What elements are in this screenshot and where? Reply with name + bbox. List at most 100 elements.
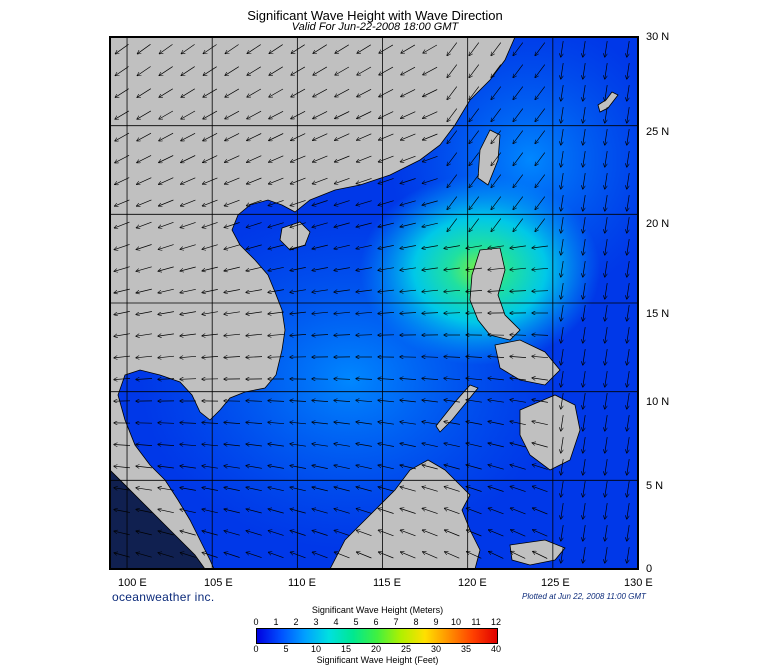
wave-direction-arrow <box>469 196 480 210</box>
wave-direction-arrow <box>533 486 548 493</box>
wave-direction-arrow <box>202 444 219 446</box>
wave-direction-arrow <box>627 85 630 101</box>
meter-tick-label: 4 <box>333 617 339 627</box>
wave-direction-arrow <box>137 132 152 141</box>
wave-direction-arrow <box>202 488 218 491</box>
wave-direction-arrow <box>627 327 630 343</box>
wave-direction-arrow <box>137 199 152 206</box>
wave-direction-arrow <box>378 290 394 292</box>
wave-direction-arrow <box>400 178 416 184</box>
wave-direction-arrow <box>583 393 586 409</box>
wave-direction-arrow <box>291 552 306 559</box>
wave-direction-arrow <box>605 459 608 475</box>
wave-direction-arrow <box>444 290 461 291</box>
wave-direction-arrow <box>400 245 416 249</box>
wave-direction-arrow <box>447 86 458 100</box>
wave-direction-arrow <box>447 108 458 122</box>
meter-tick-label: 9 <box>433 617 439 627</box>
wave-direction-arrow <box>532 268 549 269</box>
wave-direction-arrow <box>400 465 416 470</box>
wave-direction-arrow <box>356 290 372 292</box>
wave-direction-arrow <box>181 177 196 184</box>
wave-direction-arrow <box>627 503 630 519</box>
wave-direction-arrow <box>180 244 196 250</box>
wave-direction-arrow <box>491 64 502 78</box>
wave-direction-arrow <box>488 421 504 425</box>
wave-direction-arrow <box>335 155 350 162</box>
wave-direction-arrow <box>335 88 350 97</box>
wave-direction-arrow <box>159 177 174 185</box>
wave-direction-arrow <box>488 356 505 357</box>
wave-direction-arrow <box>268 222 284 228</box>
wave-direction-arrow <box>290 487 306 492</box>
lon-label-105e: 105 E <box>204 577 233 589</box>
wave-direction-arrow <box>466 378 483 380</box>
wave-direction-arrow <box>447 196 458 210</box>
wave-direction-arrow <box>158 444 175 445</box>
wave-direction-arrow <box>378 487 394 492</box>
wave-direction-arrow <box>513 218 524 232</box>
wave-direction-arrow <box>268 244 284 249</box>
wave-direction-arrow <box>356 335 373 336</box>
wave-direction-arrow <box>466 245 482 249</box>
wave-direction-arrow <box>268 357 285 358</box>
wave-direction-arrow <box>158 488 174 491</box>
wave-direction-arrow <box>116 44 129 53</box>
wave-direction-arrow <box>202 289 218 292</box>
wave-direction-arrow <box>422 200 438 205</box>
wave-direction-arrow <box>489 552 504 559</box>
wave-direction-arrow <box>491 218 502 232</box>
wave-direction-arrow <box>290 200 306 205</box>
wave-direction-arrow <box>605 327 608 343</box>
wave-direction-arrow <box>488 245 504 248</box>
wave-direction-arrow <box>180 266 196 271</box>
wave-direction-arrow <box>510 421 526 426</box>
wave-direction-arrow <box>268 487 284 492</box>
wave-direction-arrow <box>583 349 586 365</box>
wave-direction-arrow <box>246 422 263 423</box>
lat-label-5n: 5 N <box>646 480 664 492</box>
wave-direction-arrow <box>379 155 394 162</box>
wave-direction-arrow <box>378 312 395 313</box>
lat-label-0: 0 <box>646 563 653 575</box>
wave-direction-arrow <box>535 218 546 232</box>
lat-label-20n: 20 N <box>646 218 670 230</box>
wave-direction-arrow <box>400 487 416 492</box>
wave-direction-arrow <box>114 244 130 249</box>
wave-direction-arrow <box>561 327 564 343</box>
lon-label-125e: 125 E <box>541 577 570 589</box>
chart-title: Significant Wave Height with Wave Direct… <box>247 8 503 23</box>
wave-direction-arrow <box>561 261 564 277</box>
wave-direction-arrow <box>180 509 196 514</box>
wave-direction-arrow <box>247 88 262 97</box>
wave-direction-arrow <box>136 244 152 250</box>
wave-direction-arrow <box>447 42 458 56</box>
wave-direction-arrow <box>114 288 130 293</box>
wave-direction-arrow <box>379 530 394 537</box>
brand-logo-text: oceanweather inc. <box>112 590 215 604</box>
wave-direction-arrow <box>627 437 630 453</box>
wave-direction-arrow <box>246 289 262 293</box>
wave-direction-arrow <box>335 177 350 183</box>
wave-direction-arrow <box>246 531 262 536</box>
lon-label-115e: 115 E <box>373 577 401 589</box>
wave-direction-arrow <box>115 110 130 119</box>
wave-direction-arrow <box>334 465 350 470</box>
wave-direction-arrow <box>491 152 502 166</box>
wave-direction-arrow <box>627 525 630 541</box>
wave-direction-arrow <box>422 400 438 402</box>
lon-label-120e: 120 E <box>458 577 487 589</box>
wave-direction-arrow <box>160 44 173 53</box>
wave-direction-arrow <box>356 509 372 514</box>
wave-direction-arrow <box>469 86 480 100</box>
wave-direction-arrow <box>137 155 152 162</box>
wave-direction-arrow <box>180 379 197 380</box>
wave-direction-arrow <box>203 88 218 97</box>
wave-direction-arrow <box>561 459 564 475</box>
wave-direction-arrow <box>445 530 460 537</box>
wave-direction-arrow <box>422 357 439 358</box>
meter-tick-label: 12 <box>490 617 501 627</box>
wave-direction-arrow <box>378 465 394 470</box>
wave-direction-arrow <box>115 177 130 185</box>
feet-tick-label: 40 <box>490 644 501 654</box>
